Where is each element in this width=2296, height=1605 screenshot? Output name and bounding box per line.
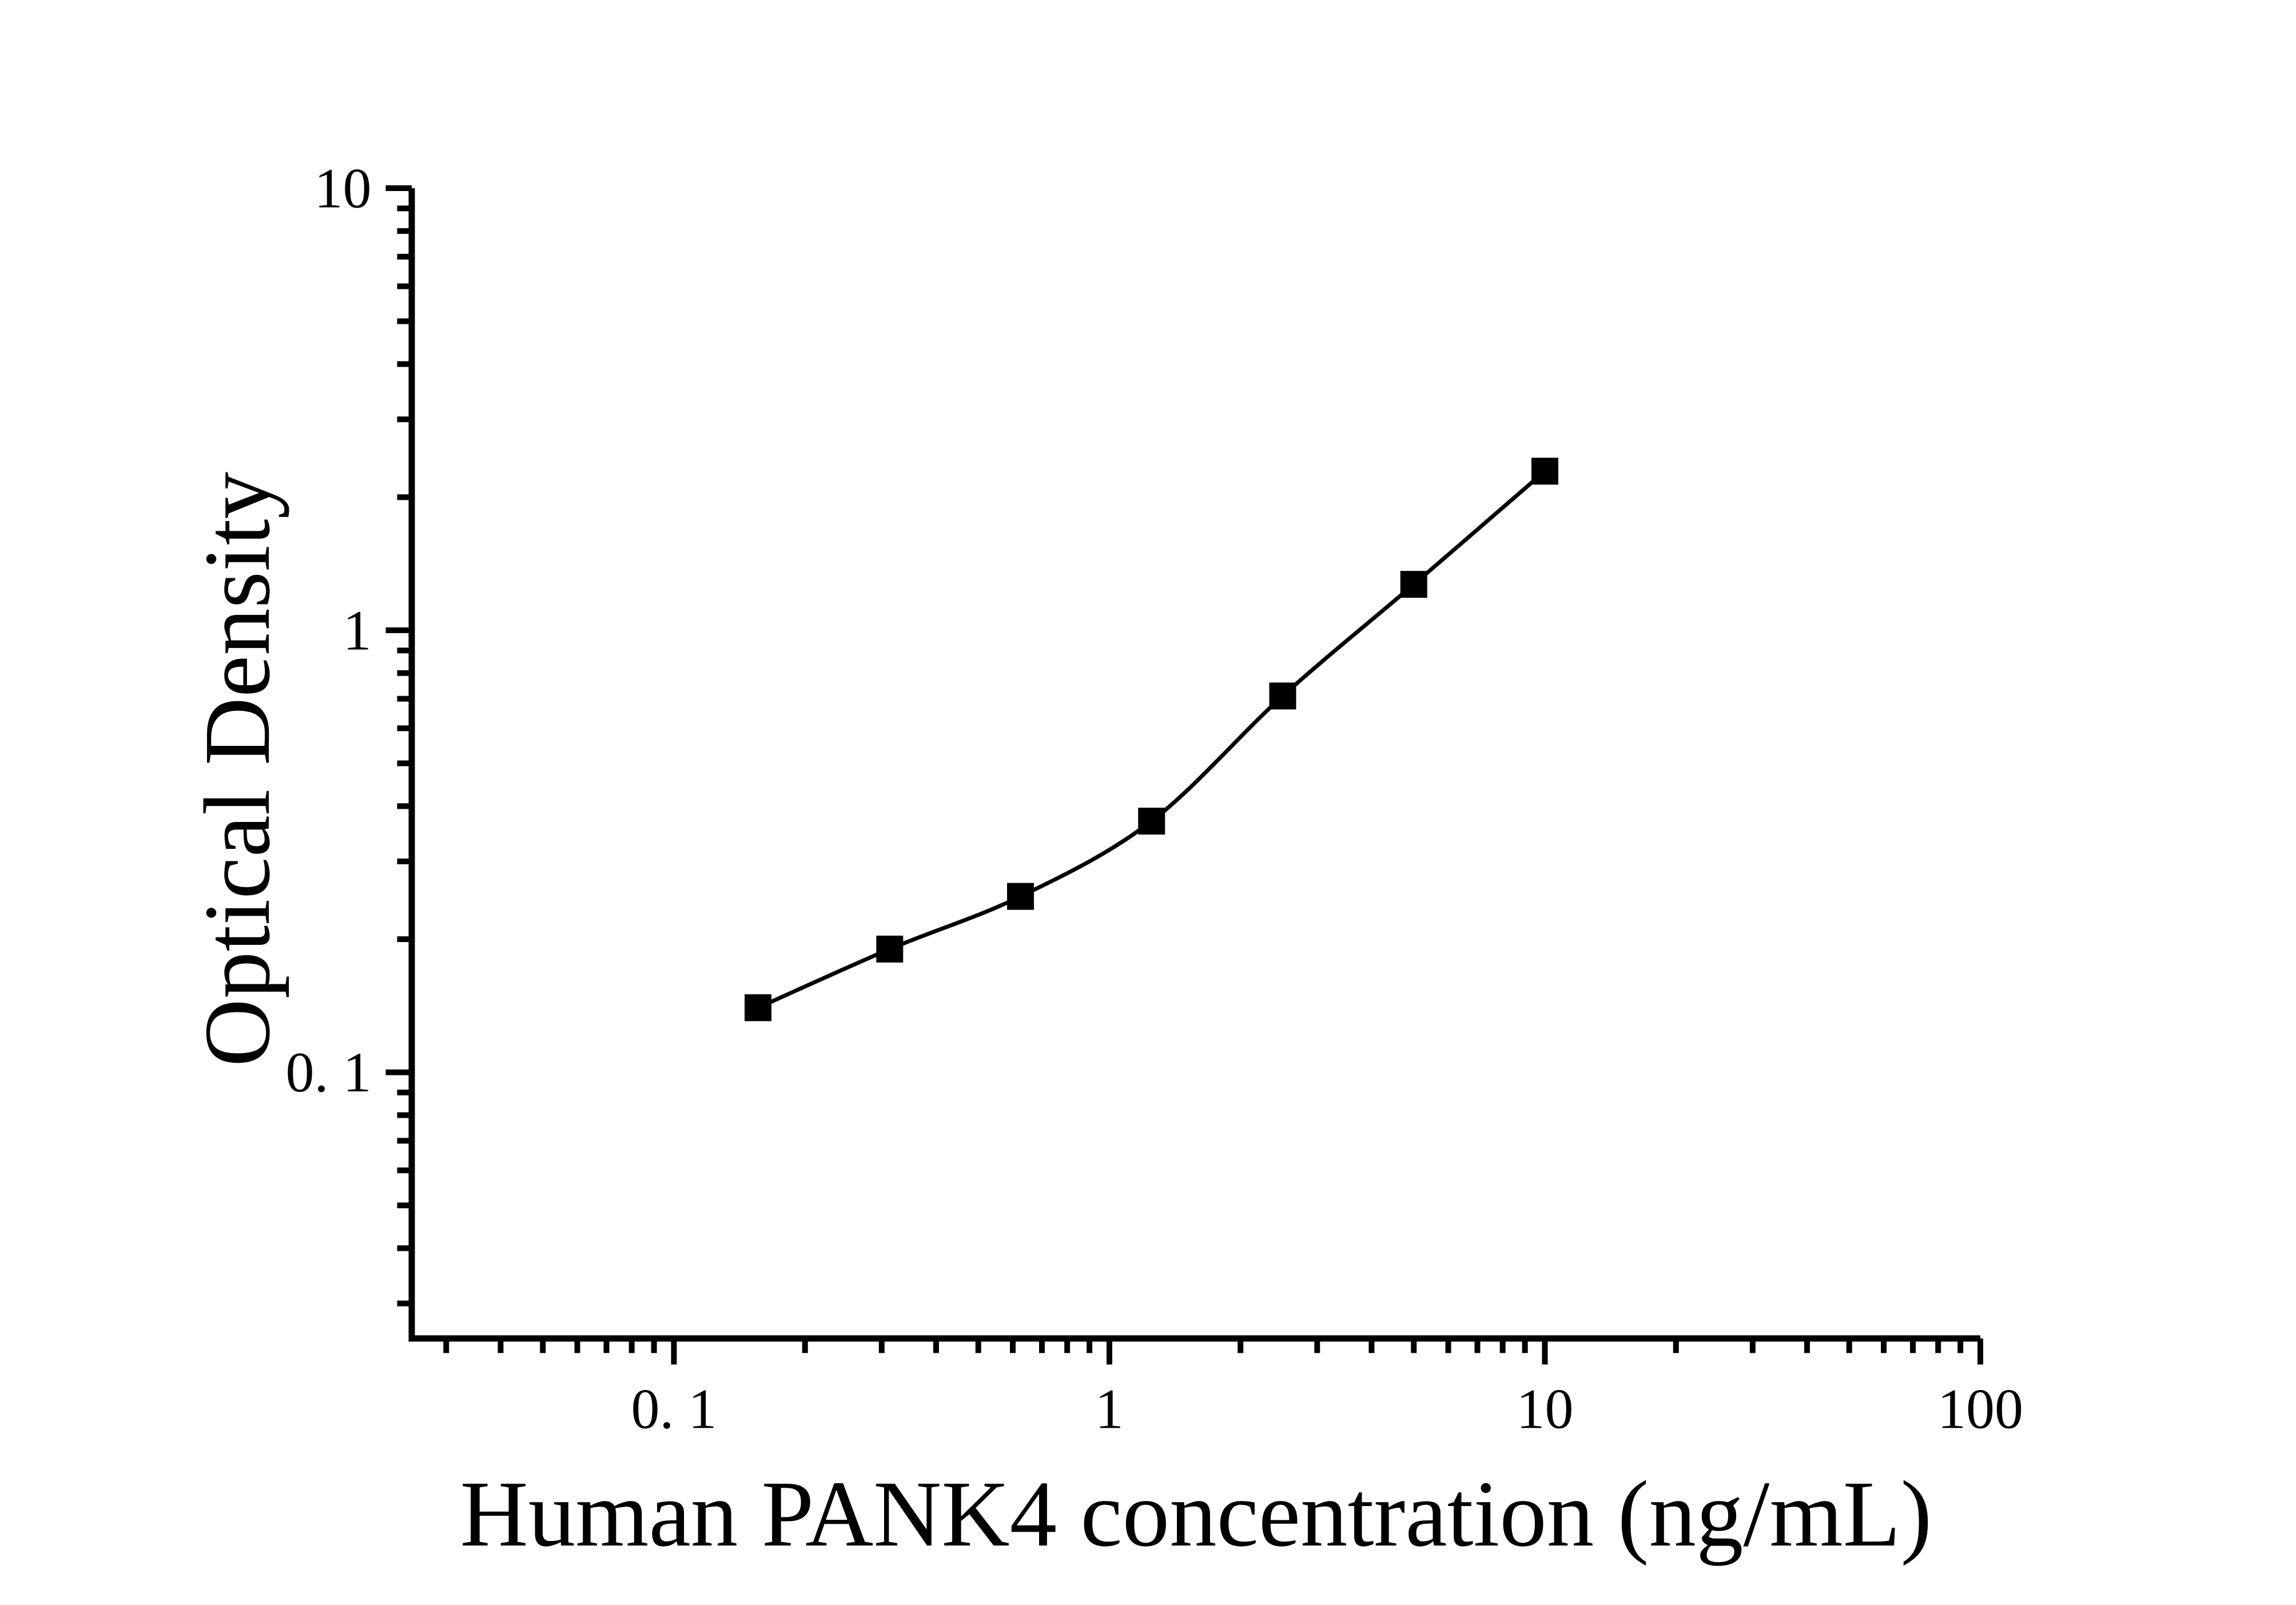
fitted-curve-path (757, 470, 1546, 1010)
x-tick-label: 0. 1 (631, 1377, 717, 1441)
data-point-marker (1138, 808, 1165, 835)
x-axis-title: Human PANK4 concentration (ng/mL) (460, 1461, 1932, 1566)
data-point-marker (1400, 571, 1427, 598)
x-tick-label: 10 (1516, 1377, 1573, 1441)
data-point-marker (1531, 458, 1558, 485)
y-tick-label: 1 (343, 598, 372, 662)
data-point-marker (1007, 883, 1034, 910)
y-tick-label: 10 (315, 157, 372, 220)
y-tick-label: 0. 1 (286, 1040, 372, 1104)
data-point-marker (876, 935, 904, 963)
x-tick-label: 1 (1095, 1377, 1124, 1441)
data-point-marker (1269, 682, 1296, 710)
data-point-marker (745, 994, 772, 1022)
y-axis-title: Optical Density (185, 471, 289, 1067)
x-tick-label: 100 (1937, 1377, 2023, 1441)
